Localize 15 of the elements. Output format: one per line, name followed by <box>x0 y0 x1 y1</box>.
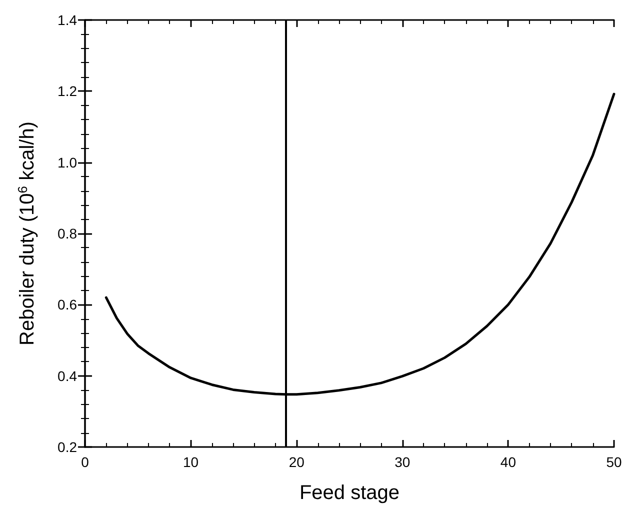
y-tick-label: 1.4 <box>58 12 78 28</box>
y-axis-title: Reboiler duty (106 kcal/h) <box>15 122 38 346</box>
y-tick-label: 1.0 <box>58 154 78 170</box>
y-tick-label: 0.6 <box>58 296 78 313</box>
y-tick-label: 0.2 <box>58 439 78 455</box>
x-tick-label: 0 <box>81 454 90 470</box>
y-tick-label: 0.8 <box>58 226 78 242</box>
x-tick-label: 30 <box>394 454 410 470</box>
x-tick-label: 40 <box>500 454 516 470</box>
x-tick-label: 50 <box>606 454 622 470</box>
x-axis-title: Feed stage <box>299 482 400 504</box>
x-tick-label: 20 <box>288 454 305 470</box>
y-tick-label: 1.2 <box>58 83 78 100</box>
x-tick-label: 10 <box>183 454 199 470</box>
y-tick-label: 0.4 <box>58 368 78 384</box>
